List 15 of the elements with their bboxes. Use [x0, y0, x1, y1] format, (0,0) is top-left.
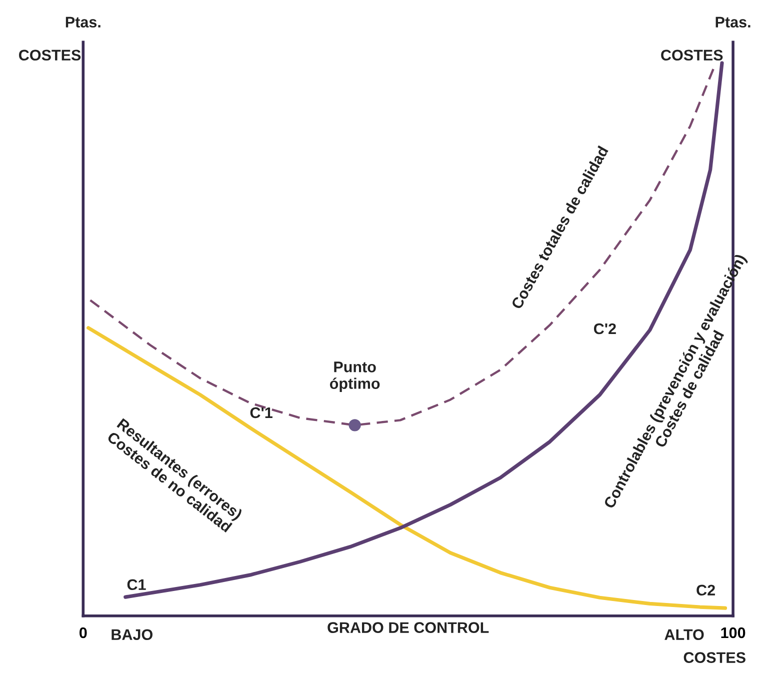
annotation: C'1	[250, 407, 272, 418]
x-tick-label: 100	[721, 627, 746, 638]
y-axis-title: Ptas.	[66, 16, 100, 28]
x-tick-label: 0	[80, 627, 87, 638]
text: ALTO	[664, 629, 704, 640]
text: COSTES	[19, 50, 81, 61]
annotation: Punto óptimo	[330, 362, 380, 392]
annotation: C2	[696, 584, 715, 596]
annotation: C'2	[594, 323, 616, 334]
text: COSTES	[684, 652, 746, 663]
annotation: C1	[127, 579, 146, 590]
y2-axis-title: Ptas.	[716, 16, 750, 28]
text: COSTES	[661, 50, 723, 61]
x-axis-title: GRADO DE CONTROL	[328, 622, 489, 633]
text: BAJO	[112, 629, 152, 640]
